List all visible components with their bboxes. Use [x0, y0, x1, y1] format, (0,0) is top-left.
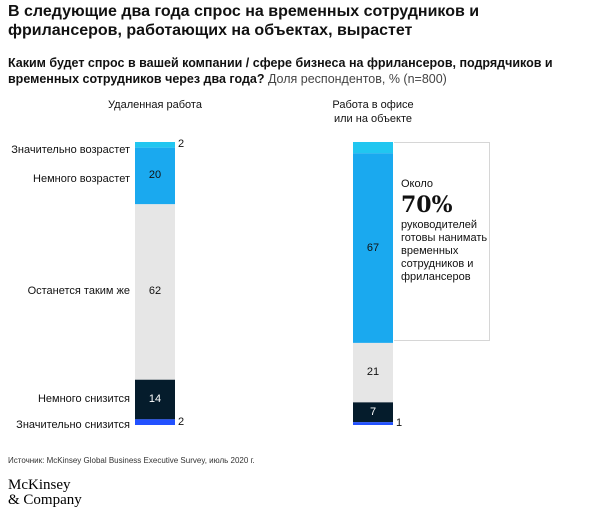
chart-title: В следующие два года спрос на временных …	[8, 3, 480, 39]
bar-segment-remote-3	[135, 204, 175, 380]
series-label-3: Останется таким же	[27, 285, 130, 298]
value-label-remote-4: 14	[148, 393, 162, 406]
bar-segment-remote-2	[135, 147, 175, 205]
series-label-2: Немного возрастет	[33, 172, 130, 185]
logo-line-1: McKinsey	[8, 477, 71, 493]
value-label-remote-3: 62	[148, 285, 162, 298]
category-label-onsite: Работа в офисе или на объекте	[332, 99, 414, 125]
subtitle-unit: Доля респондентов, % (n=800)	[267, 72, 447, 86]
callout-description: руководителей готовы нанимать временных …	[401, 219, 488, 283]
bar-segment-onsite-5	[353, 422, 393, 425]
value-label-remote-1: 2	[178, 138, 185, 151]
callout-value: 70%	[401, 192, 453, 218]
value-label-onsite-4: 7	[369, 405, 377, 418]
source-note: Источник: McKinsey Global Business Execu…	[8, 456, 255, 465]
bar-segment-onsite-1	[353, 142, 393, 154]
bar-segment-onsite-4	[353, 402, 393, 423]
bar-segment-remote-1	[135, 142, 175, 148]
callout-box	[394, 142, 490, 341]
bar-segment-remote-4	[135, 379, 175, 420]
series-label-5: Значительно снизится	[16, 419, 130, 431]
callout-text: Около 70% руководителей готовы нанимать …	[401, 178, 491, 284]
subtitle-question: Каким будет спрос в вашей компании / сфе…	[8, 56, 553, 86]
callout-prefix: Около	[401, 178, 434, 190]
bar-segment-onsite-2	[353, 153, 393, 343]
value-label-remote-2: 20	[148, 169, 162, 182]
chart-subtitle: Каким будет спрос в вашей компании / сфе…	[8, 55, 588, 87]
bar-segment-remote-5	[135, 419, 175, 425]
logo-line-2: & Company	[8, 492, 82, 508]
bar-segment-onsite-3	[353, 342, 393, 403]
value-label-onsite-5: 1	[396, 417, 403, 430]
value-label-onsite-3: 21	[366, 366, 380, 379]
series-label-1: Значительно возрастет	[11, 144, 130, 156]
mckinsey-logo: McKinsey & Company	[8, 478, 82, 508]
category-label-remote: Удаленная работа	[108, 99, 202, 111]
series-label-4: Немного снизится	[37, 393, 130, 406]
value-label-remote-5: 2	[178, 415, 185, 428]
value-label-onsite-2: 67	[366, 241, 380, 254]
